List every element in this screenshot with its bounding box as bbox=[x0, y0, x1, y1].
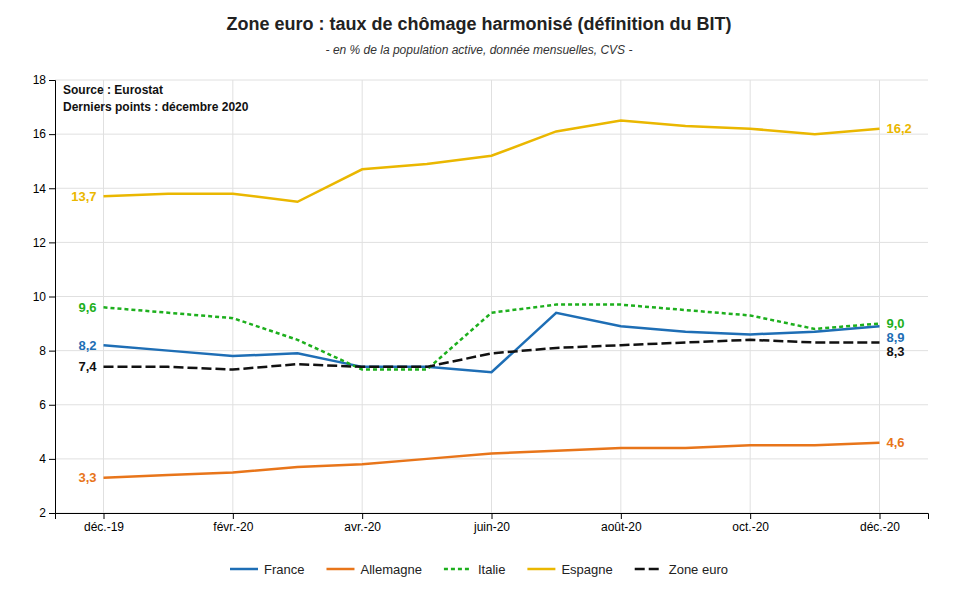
x-tick: août-20 bbox=[601, 513, 642, 534]
y-tick-mark bbox=[49, 297, 55, 298]
legend-swatch bbox=[527, 568, 555, 571]
y-tick: 6 bbox=[39, 398, 55, 412]
y-axis-line bbox=[49, 81, 56, 514]
y-tick: 2 bbox=[39, 506, 55, 520]
y-axis: 2 4 6 8 10 12 14 16 18 bbox=[33, 73, 56, 520]
data-label: 3,3 bbox=[78, 470, 96, 485]
y-tick-mark bbox=[49, 242, 55, 243]
data-label: 13,7 bbox=[71, 189, 96, 204]
x-grid-line bbox=[491, 80, 492, 513]
y-tick-label: 8 bbox=[39, 344, 46, 358]
x-grid-line bbox=[103, 80, 104, 513]
y-tick-label: 16 bbox=[33, 127, 47, 141]
y-tick-mark bbox=[49, 513, 55, 514]
legend-item: Espagne bbox=[527, 562, 612, 577]
x-tick-label: avr.-20 bbox=[344, 520, 381, 534]
x-tick-mark bbox=[880, 513, 881, 519]
y-tick-mark bbox=[49, 459, 55, 460]
y-tick-label: 14 bbox=[33, 182, 47, 196]
x-tick-label: févr.-20 bbox=[213, 520, 253, 534]
y-tick: 16 bbox=[33, 127, 55, 141]
legend-swatch bbox=[326, 568, 354, 571]
y-tick-label: 6 bbox=[39, 398, 46, 412]
x-tick-mark bbox=[492, 513, 493, 519]
legend-item: Italie bbox=[444, 562, 505, 577]
data-label: 16,2 bbox=[887, 121, 912, 136]
x-tick-label: déc.-19 bbox=[84, 520, 124, 534]
x-tick: févr.-20 bbox=[213, 513, 253, 534]
series-line bbox=[104, 313, 880, 373]
x-tick: oct.-20 bbox=[732, 513, 769, 534]
legend-swatch bbox=[230, 568, 258, 571]
series-line bbox=[104, 443, 880, 478]
x-tick-mark bbox=[750, 513, 751, 519]
y-tick: 18 bbox=[33, 73, 55, 87]
y-tick-label: 12 bbox=[33, 236, 47, 250]
legend-item: Zone euro bbox=[635, 562, 728, 577]
y-tick-mark bbox=[49, 351, 55, 352]
y-tick: 10 bbox=[33, 290, 55, 304]
data-label: 7,4 bbox=[78, 359, 97, 374]
x-tick-label: juin-20 bbox=[473, 520, 510, 534]
x-axis: déc.-19 févr.-20 avr.-20 juin-20 août-20 oct.… bbox=[56, 513, 929, 534]
y-tick: 4 bbox=[39, 452, 55, 466]
y-tick-mark bbox=[49, 188, 55, 189]
legend-label: Espagne bbox=[561, 562, 612, 577]
legend: France Allemagne Italie Espagne Zone euro bbox=[230, 562, 728, 577]
data-label: 8,3 bbox=[887, 344, 905, 359]
lines bbox=[104, 121, 880, 478]
x-tick-mark bbox=[621, 513, 622, 519]
legend-swatch bbox=[635, 568, 663, 571]
y-tick-label: 18 bbox=[33, 73, 47, 87]
series-line bbox=[104, 340, 880, 370]
x-tick-label: oct.-20 bbox=[732, 520, 769, 534]
legend-item: France bbox=[230, 562, 304, 577]
y-tick-mark bbox=[49, 80, 55, 81]
data-label: 8,9 bbox=[887, 330, 905, 345]
annotation: Source : Eurostat bbox=[63, 83, 163, 97]
legend-item: Allemagne bbox=[326, 562, 421, 577]
data-label: 4,6 bbox=[887, 435, 905, 450]
value-labels: 13,7 9,6 8,2 7,4 3,3 16,2 9,08,98,3 4,6 bbox=[71, 121, 912, 485]
annotation: Derniers points : décembre 2020 bbox=[63, 100, 249, 114]
data-label: 9,0 bbox=[887, 316, 905, 331]
x-tick: avr.-20 bbox=[344, 513, 381, 534]
x-tick-label: août-20 bbox=[601, 520, 642, 534]
legend-label: France bbox=[264, 562, 304, 577]
x-tick-mark bbox=[233, 513, 234, 519]
y-tick: 14 bbox=[33, 182, 55, 196]
legend-label: Allemagne bbox=[360, 562, 421, 577]
x-tick-label: déc.-20 bbox=[860, 520, 900, 534]
y-tick-mark bbox=[49, 134, 55, 135]
y-tick: 12 bbox=[33, 236, 55, 250]
y-tick-label: 10 bbox=[33, 290, 47, 304]
grid bbox=[55, 80, 928, 513]
series-line bbox=[104, 121, 880, 202]
subtitle: - en % de la population active, donnée m… bbox=[326, 43, 633, 57]
chart: Zone euro : taux de chômage harmonisé (d… bbox=[0, 0, 958, 591]
x-tick: déc.-20 bbox=[860, 513, 900, 534]
series-line bbox=[104, 305, 880, 370]
x-grid-line bbox=[879, 80, 880, 513]
legend-swatch bbox=[444, 568, 472, 571]
y-tick: 8 bbox=[39, 344, 55, 358]
plot: 2 4 6 8 10 12 14 16 18 déc.-19 févr.-20 avr.-20 juin… bbox=[33, 73, 929, 533]
x-tick: déc.-19 bbox=[84, 513, 124, 534]
x-grid-line bbox=[750, 80, 751, 513]
data-label: 8,2 bbox=[78, 338, 96, 353]
data-label: 9,6 bbox=[78, 300, 96, 315]
x-tick: juin-20 bbox=[473, 513, 510, 534]
title: Zone euro : taux de chômage harmonisé (d… bbox=[226, 14, 731, 34]
y-tick-mark bbox=[49, 405, 55, 406]
legend-label: Zone euro bbox=[669, 562, 728, 577]
legend-label: Italie bbox=[478, 562, 505, 577]
x-grid-line bbox=[362, 80, 363, 513]
x-tick-mark bbox=[104, 513, 105, 519]
x-grid-line bbox=[232, 80, 233, 513]
x-axis-line bbox=[56, 514, 929, 520]
y-tick-label: 2 bbox=[39, 506, 46, 520]
y-tick-label: 4 bbox=[39, 452, 46, 466]
x-tick-mark bbox=[362, 513, 363, 519]
